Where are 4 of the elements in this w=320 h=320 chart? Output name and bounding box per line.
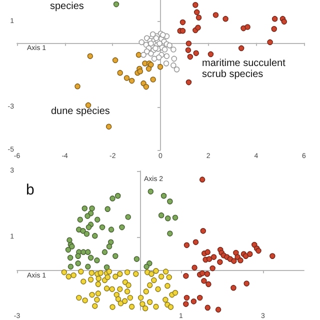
annotation: b [26, 182, 34, 198]
annotation: dune species [51, 106, 110, 117]
annotation: maritime succulent scrub species [202, 58, 288, 80]
annotation: species [50, 1, 84, 12]
